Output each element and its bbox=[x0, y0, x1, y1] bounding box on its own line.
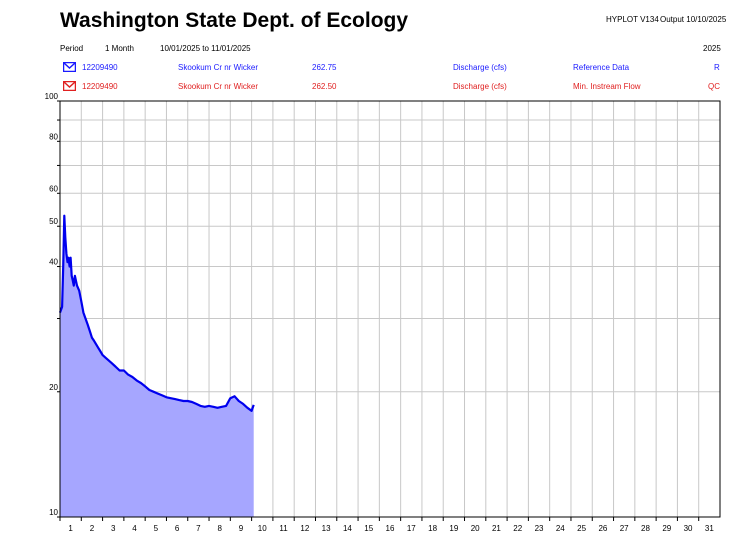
program-version: HYPLOT V134 bbox=[606, 15, 659, 24]
x-tick-label: 6 bbox=[175, 524, 180, 533]
x-tick-label: 7 bbox=[196, 524, 201, 533]
y-tick-label: 100 bbox=[45, 92, 59, 101]
x-tick-label: 14 bbox=[343, 524, 352, 533]
legend-parameter-1: Discharge (cfs) bbox=[453, 63, 507, 72]
x-tick-label: 1 bbox=[68, 524, 73, 533]
period-label: Period bbox=[60, 44, 84, 53]
legend-note-1: Reference Data bbox=[573, 63, 630, 72]
y-tick-label: 10 bbox=[49, 508, 58, 517]
legend-name-2: Skookum Cr nr Wicker bbox=[178, 82, 259, 91]
y-tick-label: 20 bbox=[49, 383, 58, 392]
x-tick-label: 30 bbox=[684, 524, 693, 533]
plot-frame bbox=[59, 100, 721, 518]
x-tick-label: 17 bbox=[407, 524, 416, 533]
x-tick-label: 5 bbox=[154, 524, 159, 533]
output-date: Output 10/10/2025 bbox=[660, 15, 727, 24]
x-tick-label: 4 bbox=[132, 524, 137, 533]
x-tick-label: 26 bbox=[598, 524, 607, 533]
x-tick-label: 15 bbox=[364, 524, 373, 533]
y-tick-label: 80 bbox=[49, 132, 58, 141]
x-tick-label: 23 bbox=[535, 524, 544, 533]
x-tick-label: 13 bbox=[322, 524, 331, 533]
legend-value-2: 262.50 bbox=[312, 82, 337, 91]
y-tick-label: 50 bbox=[49, 217, 58, 226]
x-tick-label: 10 bbox=[258, 524, 267, 533]
x-tick-label: 24 bbox=[556, 524, 565, 533]
red-envelope-icon bbox=[63, 81, 76, 91]
page-title: Washington State Dept. of Ecology bbox=[60, 9, 409, 32]
discharge-line bbox=[58, 214, 255, 412]
year-label: 2025 bbox=[703, 44, 721, 53]
legend-value-1: 262.75 bbox=[312, 63, 337, 72]
legend-code-2: QC bbox=[708, 82, 720, 91]
x-tick-label: 18 bbox=[428, 524, 437, 533]
period-value: 1 Month bbox=[105, 44, 134, 53]
x-tick-label: 25 bbox=[577, 524, 586, 533]
x-tick-label: 31 bbox=[705, 524, 714, 533]
date-range: 10/01/2025 to 11/01/2025 bbox=[160, 44, 251, 53]
legend-code-1: R bbox=[714, 63, 720, 72]
x-tick-label: 3 bbox=[111, 524, 116, 533]
x-tick-label: 28 bbox=[641, 524, 650, 533]
legend-station-2: 12209490 bbox=[82, 82, 118, 91]
y-tick-label: 40 bbox=[49, 258, 58, 267]
legend-parameter-2: Discharge (cfs) bbox=[453, 82, 507, 91]
legend-name-1: Skookum Cr nr Wicker bbox=[178, 63, 259, 72]
x-tick-label: 9 bbox=[239, 524, 244, 533]
legend-note-2: Min. Instream Flow bbox=[573, 82, 641, 91]
x-tick-label: 29 bbox=[662, 524, 671, 533]
x-tick-label: 20 bbox=[471, 524, 480, 533]
x-tick-label: 21 bbox=[492, 524, 501, 533]
x-tick-label: 11 bbox=[279, 524, 288, 533]
x-tick-label: 2 bbox=[90, 524, 95, 533]
x-tick-label: 16 bbox=[386, 524, 395, 533]
x-tick-label: 22 bbox=[513, 524, 522, 533]
x-tick-label: 8 bbox=[217, 524, 222, 533]
x-tick-label: 27 bbox=[620, 524, 629, 533]
blue-envelope-icon bbox=[63, 62, 76, 72]
x-tick-label: 19 bbox=[449, 524, 458, 533]
x-tick-label: 12 bbox=[300, 524, 309, 533]
discharge-area bbox=[60, 215, 254, 517]
y-tick-label: 60 bbox=[49, 184, 58, 193]
legend-station-1: 12209490 bbox=[82, 63, 118, 72]
